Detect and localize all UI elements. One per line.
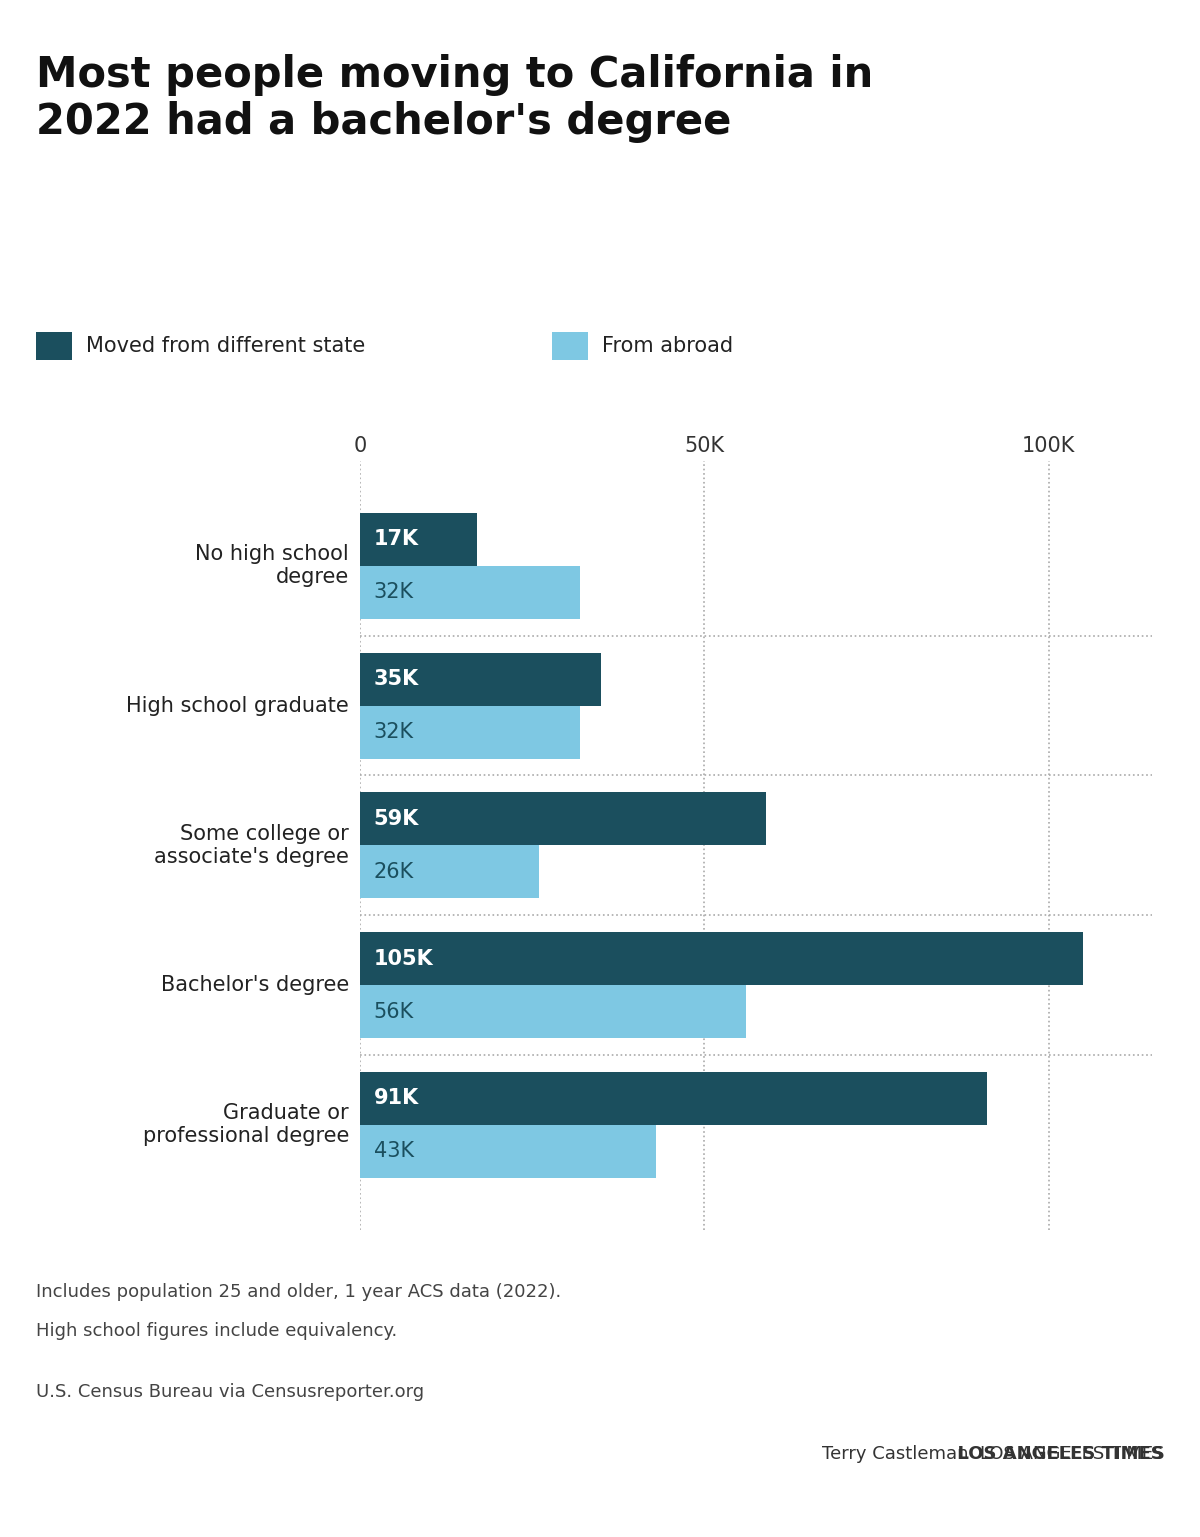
Text: 59K: 59K xyxy=(373,808,419,828)
Text: From abroad: From abroad xyxy=(602,335,733,357)
Text: 26K: 26K xyxy=(373,862,414,882)
Bar xyxy=(360,792,767,845)
Text: 17K: 17K xyxy=(373,529,419,549)
Text: 91K: 91K xyxy=(373,1088,419,1108)
Text: Includes population 25 and older, 1 year ACS data (2022).: Includes population 25 and older, 1 year… xyxy=(36,1283,562,1302)
Text: 105K: 105K xyxy=(373,948,433,968)
Bar xyxy=(360,1071,986,1125)
Bar xyxy=(360,513,478,566)
Text: 43K: 43K xyxy=(373,1142,414,1162)
Text: Terry Castleman  LOS ANGELES TIMES: Terry Castleman LOS ANGELES TIMES xyxy=(822,1445,1164,1463)
Bar xyxy=(360,653,601,705)
Text: Most people moving to California in
2022 had a bachelor's degree: Most people moving to California in 2022… xyxy=(36,54,874,143)
Text: 35K: 35K xyxy=(373,669,419,689)
Text: High school figures include equivalency.: High school figures include equivalency. xyxy=(36,1322,397,1340)
Bar xyxy=(360,931,1084,985)
Text: 56K: 56K xyxy=(373,1002,414,1022)
Text: Moved from different state: Moved from different state xyxy=(86,335,366,357)
Bar xyxy=(360,566,581,619)
Bar xyxy=(360,1125,656,1177)
Text: LOS ANGELES TIMES: LOS ANGELES TIMES xyxy=(770,1445,1164,1463)
Text: 32K: 32K xyxy=(373,583,414,603)
Bar xyxy=(360,985,745,1037)
Text: 32K: 32K xyxy=(373,722,414,742)
Bar xyxy=(360,705,581,759)
Text: U.S. Census Bureau via Censusreporter.org: U.S. Census Bureau via Censusreporter.or… xyxy=(36,1383,424,1402)
Bar xyxy=(360,845,539,899)
